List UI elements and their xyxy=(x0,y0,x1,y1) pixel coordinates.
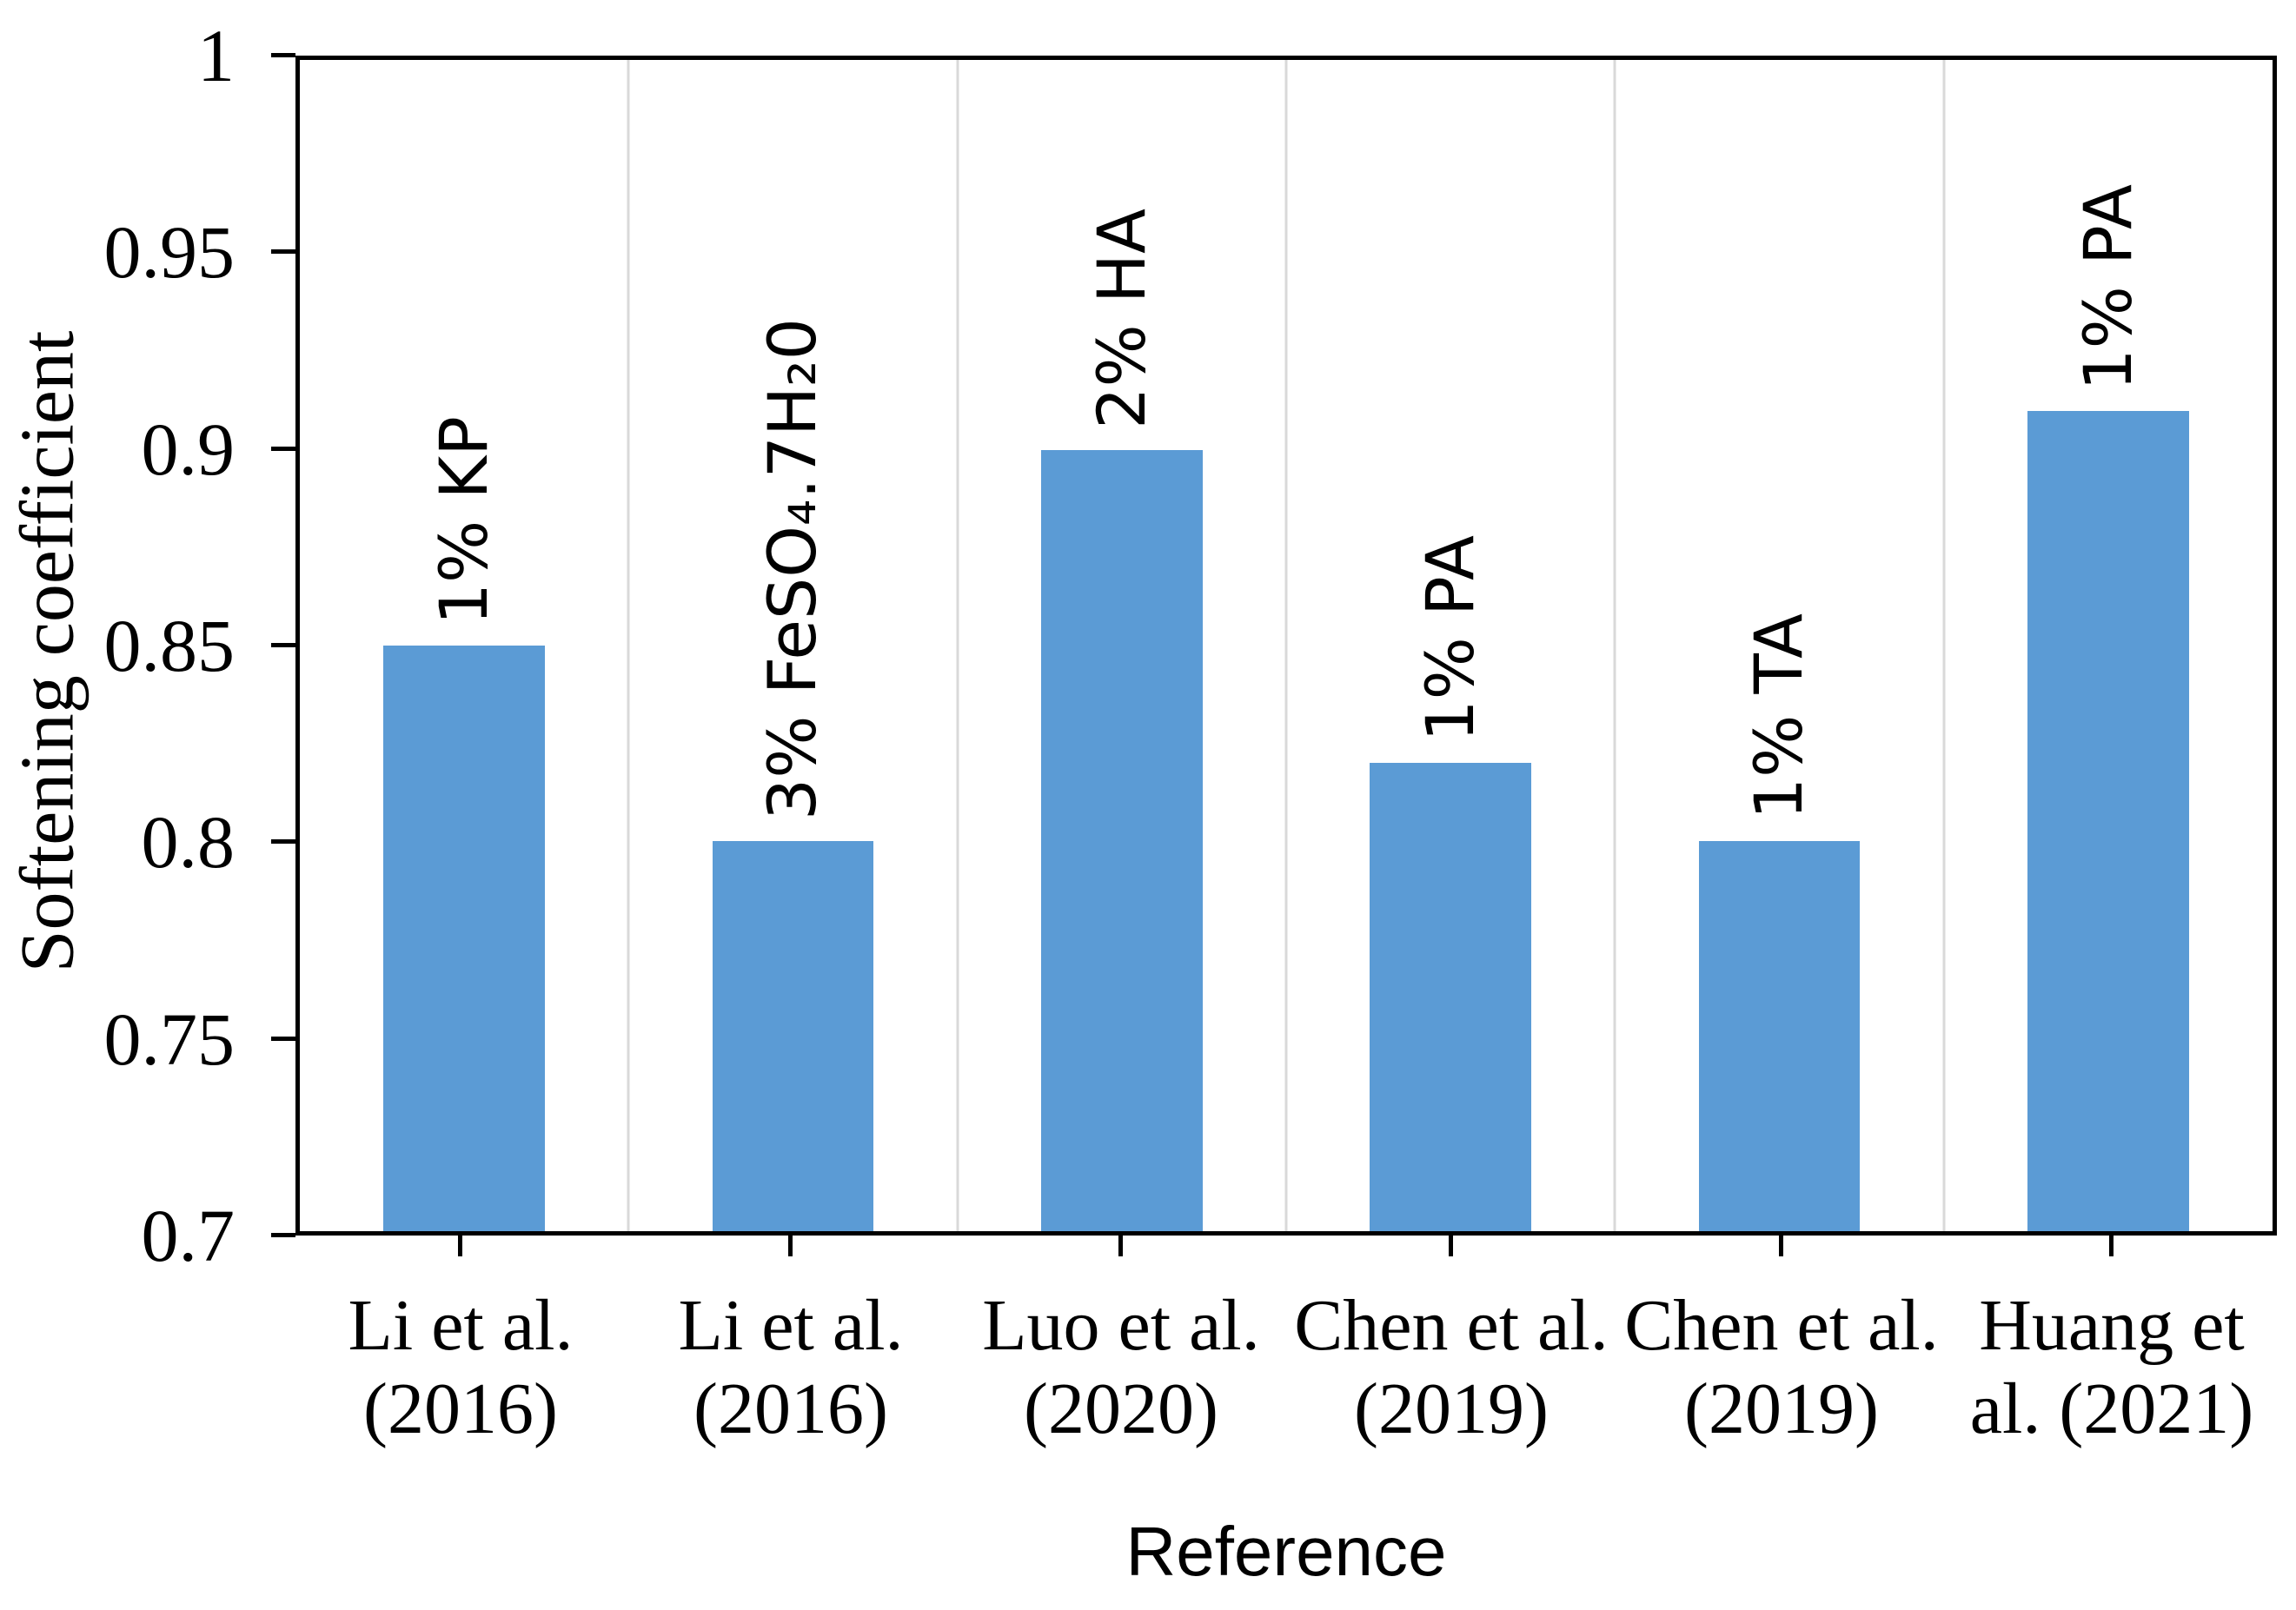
bar xyxy=(1041,450,1203,1231)
bar xyxy=(2027,411,2189,1231)
x-tick-mark xyxy=(2109,1236,2114,1256)
y-tick-mark xyxy=(271,643,295,647)
bar-annotation: 1% PA xyxy=(1411,535,1490,742)
x-tick-mark xyxy=(1449,1236,1453,1256)
x-tick-mark xyxy=(788,1236,793,1256)
bar xyxy=(712,840,874,1231)
bar-annotation: 1% PA xyxy=(2068,183,2147,391)
category-gridline xyxy=(956,60,959,1231)
bar xyxy=(1370,762,1531,1231)
x-tick-mark xyxy=(1779,1236,1783,1256)
y-tick-mark xyxy=(271,249,295,255)
category-gridline xyxy=(1942,60,1946,1231)
bar-cell: 1% KP xyxy=(300,60,628,1231)
x-category-label: Li et al. (2016) xyxy=(348,1285,574,1449)
plot-area: 1% KP 3% FeSO₄.7H₂0 2% HA 1% PA 1% TA 1% PA xyxy=(295,56,2277,1236)
x-category-label: Luo et al. (2020) xyxy=(982,1285,1260,1449)
bar-cell: 3% FeSO₄.7H₂0 xyxy=(628,60,957,1231)
y-tick-label: 0.9 xyxy=(141,407,236,491)
x-category-label: Chen et al. (2019) xyxy=(1294,1285,1609,1449)
y-tick-label: 0.7 xyxy=(141,1194,236,1277)
x-axis-title: Reference xyxy=(1125,1513,1447,1590)
category-gridline xyxy=(627,60,630,1231)
x-tick-mark xyxy=(458,1236,462,1256)
bar xyxy=(1698,840,1861,1231)
y-tick-label: 0.95 xyxy=(103,210,236,295)
category-gridline xyxy=(1284,60,1288,1231)
bar-annotation: 1% TA xyxy=(1740,613,1818,820)
bar-annotation: 1% KP xyxy=(425,415,503,625)
bar-cell: 1% PA xyxy=(1944,60,2273,1231)
bar-annotation: 2% HA xyxy=(1082,209,1160,430)
y-tick-mark xyxy=(271,1233,295,1237)
y-tick-mark xyxy=(271,1036,295,1041)
y-tick-label: 0.8 xyxy=(141,800,236,885)
y-tick-label: 1 xyxy=(197,14,235,97)
bar-annotation: 3% FeSO₄.7H₂0 xyxy=(753,317,832,820)
x-category-label: Li et al. (2016) xyxy=(678,1285,904,1449)
bar xyxy=(383,646,545,1231)
category-gridline xyxy=(1613,60,1616,1231)
x-category-label: Chen et al. (2019) xyxy=(1624,1285,1939,1449)
bar-cell: 2% HA xyxy=(958,60,1286,1231)
y-tick-label: 0.85 xyxy=(103,604,236,687)
y-tick-mark xyxy=(271,53,295,57)
y-tick-label: 0.75 xyxy=(103,997,236,1081)
x-category-label: Huang et al. (2021) xyxy=(1969,1285,2254,1449)
bar-cell: 1% TA xyxy=(1615,60,1943,1231)
x-tick-mark xyxy=(1118,1236,1123,1256)
bar-cell: 1% PA xyxy=(1286,60,1615,1231)
y-tick-mark xyxy=(271,446,295,451)
y-tick-mark xyxy=(271,839,295,845)
